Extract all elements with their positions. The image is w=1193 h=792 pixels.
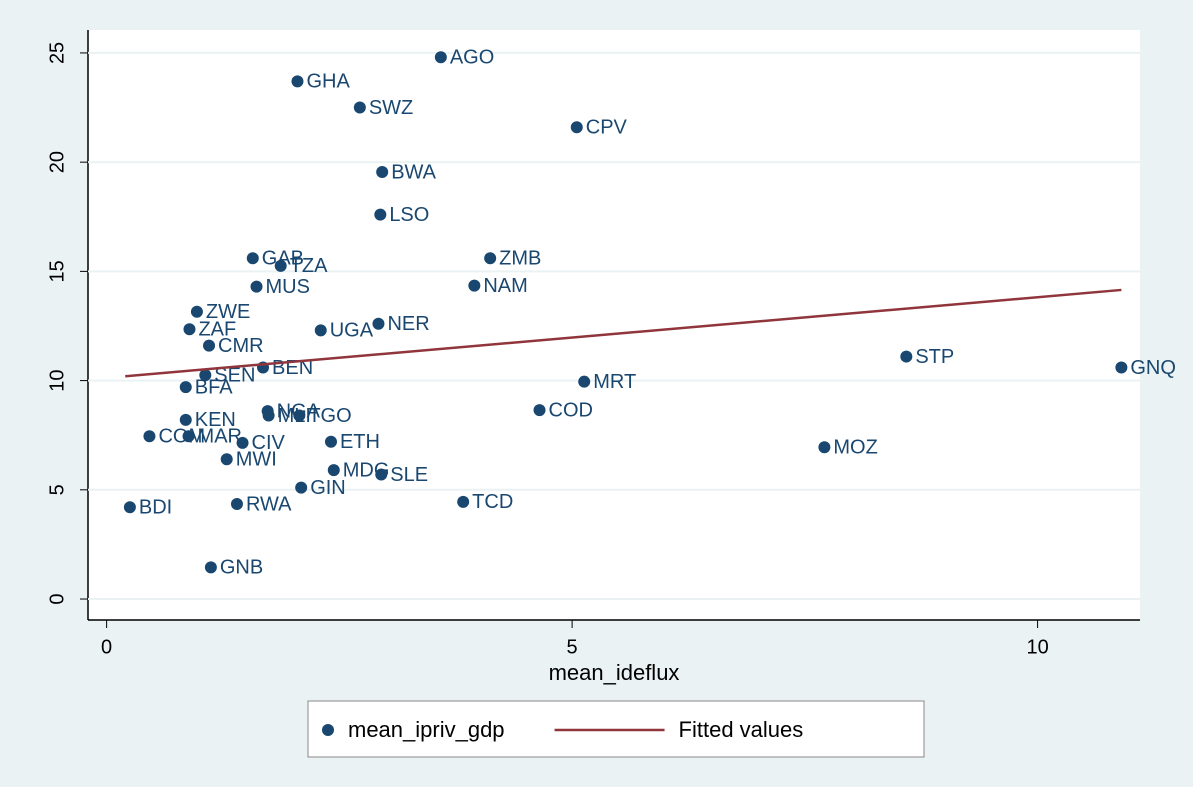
point-label: CMR xyxy=(218,335,264,357)
point xyxy=(314,324,327,337)
point-label: COM xyxy=(158,426,205,448)
y-tick-label: 5 xyxy=(46,484,68,495)
point xyxy=(291,75,304,88)
point xyxy=(123,501,136,514)
legend-symbol xyxy=(322,724,334,736)
point xyxy=(434,51,447,64)
point-label: CIV xyxy=(252,432,286,454)
point xyxy=(353,101,366,114)
point-label: ETH xyxy=(340,431,380,453)
point xyxy=(203,339,216,352)
point xyxy=(179,381,192,394)
point xyxy=(374,208,387,221)
point-label: MRT xyxy=(593,371,636,393)
x-tick-label: 10 xyxy=(1026,636,1048,658)
point-label: TZA xyxy=(290,255,328,277)
point-label: MOZ xyxy=(833,436,877,458)
point xyxy=(274,259,287,272)
point-label: AGO xyxy=(450,47,494,69)
point-label: RWA xyxy=(246,493,292,515)
point xyxy=(327,464,340,477)
legend-label: mean_ipriv_gdp xyxy=(348,717,505,742)
point-label: KEN xyxy=(195,409,236,431)
point-label: BDI xyxy=(139,497,172,519)
point xyxy=(324,435,337,448)
point-label: SEN xyxy=(214,364,255,386)
point xyxy=(236,436,249,449)
point xyxy=(818,441,831,454)
point xyxy=(533,404,546,417)
point-label: COD xyxy=(549,399,593,421)
point-label: GNQ xyxy=(1130,357,1176,379)
point xyxy=(293,409,306,422)
point xyxy=(578,375,591,388)
point xyxy=(250,280,263,293)
point xyxy=(179,413,192,426)
point-label: GIN xyxy=(310,477,346,499)
point xyxy=(468,279,481,292)
x-axis-title: mean_ideflux xyxy=(549,660,680,685)
point xyxy=(204,561,217,574)
fit-line xyxy=(125,288,1122,378)
point-label: TGO xyxy=(308,405,351,427)
point-label: CPV xyxy=(586,116,628,138)
point xyxy=(246,252,259,265)
point-label: SLE xyxy=(390,464,428,486)
point-label: ZMB xyxy=(499,248,541,270)
point xyxy=(190,305,203,318)
point xyxy=(484,252,497,265)
point-label: LSO xyxy=(389,204,429,226)
y-tick-label: 0 xyxy=(46,593,68,604)
point-label: MAR xyxy=(198,426,242,448)
point-label: UGA xyxy=(330,320,374,342)
point-label: GHA xyxy=(306,71,350,93)
point xyxy=(900,350,913,363)
point xyxy=(183,323,196,336)
x-tick-label: 5 xyxy=(567,636,578,658)
legend-label: Fitted values xyxy=(679,717,804,742)
point xyxy=(295,481,308,494)
point-label: ZAF xyxy=(198,319,236,341)
y-tick-label: 25 xyxy=(46,42,68,64)
point-label: SWZ xyxy=(369,97,413,119)
point-label: TCD xyxy=(472,491,513,513)
point xyxy=(1115,361,1128,374)
y-tick-label: 20 xyxy=(46,151,68,173)
point xyxy=(220,453,233,466)
point-label: MWI xyxy=(236,449,277,471)
point-label: NAM xyxy=(483,275,527,297)
point-label: MUS xyxy=(266,276,310,298)
point-label: ZWE xyxy=(206,301,250,323)
point xyxy=(570,121,583,134)
point-label: NER xyxy=(387,313,429,335)
point xyxy=(230,498,243,511)
point xyxy=(182,430,195,443)
plot-area xyxy=(88,30,1140,620)
point-label: STP xyxy=(915,346,954,368)
point xyxy=(372,317,385,330)
point-label: BWA xyxy=(391,161,436,183)
point-label: GNB xyxy=(220,557,263,579)
point xyxy=(376,165,389,178)
point xyxy=(375,468,388,481)
point-label: GAB xyxy=(262,248,304,270)
point xyxy=(457,495,470,508)
x-tick-label: 0 xyxy=(101,636,112,658)
point xyxy=(199,369,212,382)
point-label: BFA xyxy=(195,376,233,398)
y-tick-label: 15 xyxy=(46,260,68,282)
y-tick-label: 10 xyxy=(46,369,68,391)
point xyxy=(262,409,275,422)
point xyxy=(143,430,156,443)
